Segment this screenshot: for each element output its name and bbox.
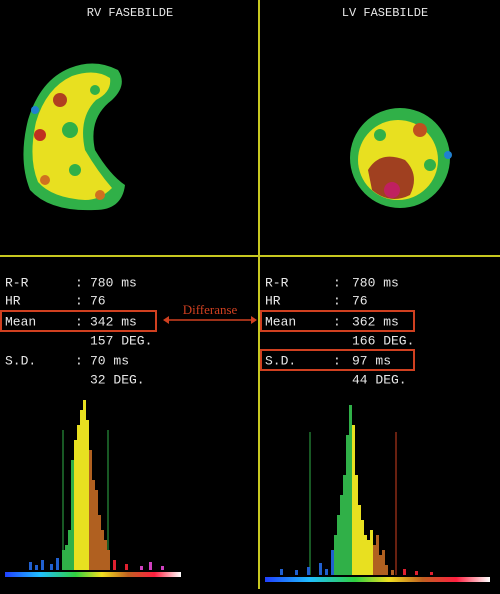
histogram-bar	[430, 572, 433, 575]
histogram-bar	[349, 405, 352, 575]
separator: :	[333, 353, 341, 368]
histogram-bar	[352, 425, 355, 575]
separator: :	[333, 293, 341, 308]
stat-value: 780 ms	[90, 275, 137, 290]
histogram-bar	[83, 400, 86, 570]
histogram-bar	[367, 540, 370, 575]
histogram-bar	[50, 564, 53, 570]
stat-extra: 157 DEG.	[90, 333, 152, 348]
stat-label: HR	[5, 293, 21, 308]
histogram-bar	[68, 530, 71, 570]
stat-label: S.D.	[265, 353, 296, 368]
histogram-bar	[361, 520, 364, 575]
histogram-bar	[385, 565, 388, 575]
stat-extra: 44 DEG.	[352, 372, 407, 387]
stat-value: 780 ms	[352, 275, 399, 290]
histogram-bar	[80, 410, 83, 570]
histogram-bar	[149, 562, 152, 570]
histogram-bar	[364, 535, 367, 575]
histogram-bar	[358, 505, 361, 575]
color-scale	[5, 572, 181, 577]
histogram-bar	[376, 535, 379, 575]
histogram-bar	[104, 540, 107, 570]
histogram-bar	[337, 515, 340, 575]
histogram-bar	[319, 563, 322, 575]
histogram-bar	[373, 545, 376, 575]
histogram-bar	[340, 495, 343, 575]
lv-phase-image	[350, 108, 452, 208]
histogram-bar	[95, 490, 98, 570]
histogram-bar	[74, 440, 77, 570]
histogram-bar	[125, 564, 128, 570]
histogram-bar	[113, 560, 116, 570]
histogram-bar	[325, 569, 328, 575]
stat-label: S.D.	[5, 353, 36, 368]
histogram-bar	[331, 550, 334, 575]
stat-value: 76	[90, 293, 106, 308]
histogram-bar	[346, 435, 349, 575]
separator: :	[333, 275, 341, 290]
separator: :	[75, 353, 83, 368]
histogram-bar	[403, 569, 406, 575]
histogram-bar	[29, 562, 32, 570]
histogram-bar	[65, 545, 68, 570]
stat-label: Mean	[265, 314, 296, 329]
panel-title: LV FASEBILDE	[342, 6, 428, 20]
separator: :	[333, 314, 341, 329]
histogram-bar	[140, 566, 143, 570]
histogram-bar	[343, 475, 346, 575]
histogram-bar	[107, 550, 110, 570]
histogram-bar	[307, 567, 310, 575]
histogram-bar	[56, 558, 59, 570]
histogram-bar	[35, 565, 38, 570]
stat-label: R-R	[5, 275, 29, 290]
histogram-bar	[86, 420, 89, 570]
histogram-bar	[295, 570, 298, 575]
stat-extra: 166 DEG.	[352, 333, 414, 348]
histogram-bar	[89, 450, 92, 570]
panel-title: RV FASEBILDE	[87, 6, 173, 20]
histogram-bar	[92, 480, 95, 570]
histogram-bar	[280, 569, 283, 575]
histogram-bar	[382, 550, 385, 575]
histogram-bar	[355, 475, 358, 575]
histogram-bar	[41, 560, 44, 570]
histogram-bar	[391, 570, 394, 575]
histogram-bar	[334, 535, 337, 575]
highlight-box	[260, 310, 415, 332]
stat-value: 97 ms	[352, 353, 391, 368]
stat-value: 76	[352, 293, 368, 308]
stat-value: 342 ms	[90, 314, 137, 329]
annotation: Differanse	[183, 302, 238, 317]
histogram-bar	[415, 571, 418, 575]
histogram-bar	[77, 425, 80, 570]
stat-value: 70 ms	[90, 353, 129, 368]
histogram-bar	[62, 550, 65, 570]
stat-extra: 32 DEG.	[90, 372, 145, 387]
histogram-bar	[71, 460, 74, 570]
histogram-bar	[101, 530, 104, 570]
stat-label: R-R	[265, 275, 289, 290]
stat-value: 362 ms	[352, 314, 399, 329]
histogram-bar	[98, 515, 101, 570]
histogram-bar	[370, 530, 373, 575]
highlight-box	[0, 310, 157, 332]
separator: :	[75, 275, 83, 290]
stat-label: HR	[265, 293, 281, 308]
separator: :	[75, 314, 83, 329]
color-scale	[265, 577, 490, 582]
rv-phase-image	[23, 63, 125, 211]
histogram-bar	[379, 555, 382, 575]
stat-label: Mean	[5, 314, 36, 329]
highlight-box	[260, 349, 415, 371]
separator: :	[75, 293, 83, 308]
histogram-bar	[161, 566, 164, 570]
